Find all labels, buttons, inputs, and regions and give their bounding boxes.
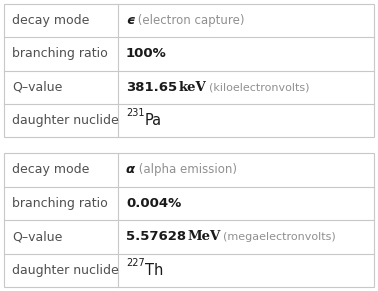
Text: decay mode: decay mode bbox=[12, 14, 89, 27]
Text: daughter nuclide: daughter nuclide bbox=[12, 264, 119, 277]
Text: (megaelectronvolts): (megaelectronvolts) bbox=[223, 232, 336, 242]
Text: Q–value: Q–value bbox=[12, 81, 62, 94]
Text: (kiloelectronvolts): (kiloelectronvolts) bbox=[209, 82, 309, 92]
Text: decay mode: decay mode bbox=[12, 163, 89, 176]
Text: (alpha emission): (alpha emission) bbox=[135, 163, 237, 176]
Text: keV: keV bbox=[178, 81, 206, 94]
Text: Th: Th bbox=[145, 263, 163, 278]
Text: α: α bbox=[126, 163, 135, 176]
Bar bbox=[4, 153, 374, 287]
Text: ϵ: ϵ bbox=[126, 14, 135, 27]
Bar bbox=[4, 4, 374, 137]
Text: (electron capture): (electron capture) bbox=[135, 14, 245, 27]
Text: 100%: 100% bbox=[126, 47, 167, 60]
Text: branching ratio: branching ratio bbox=[12, 47, 108, 60]
Text: 0.004%: 0.004% bbox=[126, 197, 181, 210]
Text: MeV: MeV bbox=[187, 230, 220, 243]
Text: daughter nuclide: daughter nuclide bbox=[12, 114, 119, 127]
Text: 5.57628: 5.57628 bbox=[126, 230, 186, 243]
Text: 231: 231 bbox=[126, 108, 144, 118]
Text: Pa: Pa bbox=[144, 113, 162, 128]
Text: branching ratio: branching ratio bbox=[12, 197, 108, 210]
Text: 227: 227 bbox=[126, 258, 145, 268]
Text: Q–value: Q–value bbox=[12, 230, 62, 243]
Text: 381.65: 381.65 bbox=[126, 81, 177, 94]
